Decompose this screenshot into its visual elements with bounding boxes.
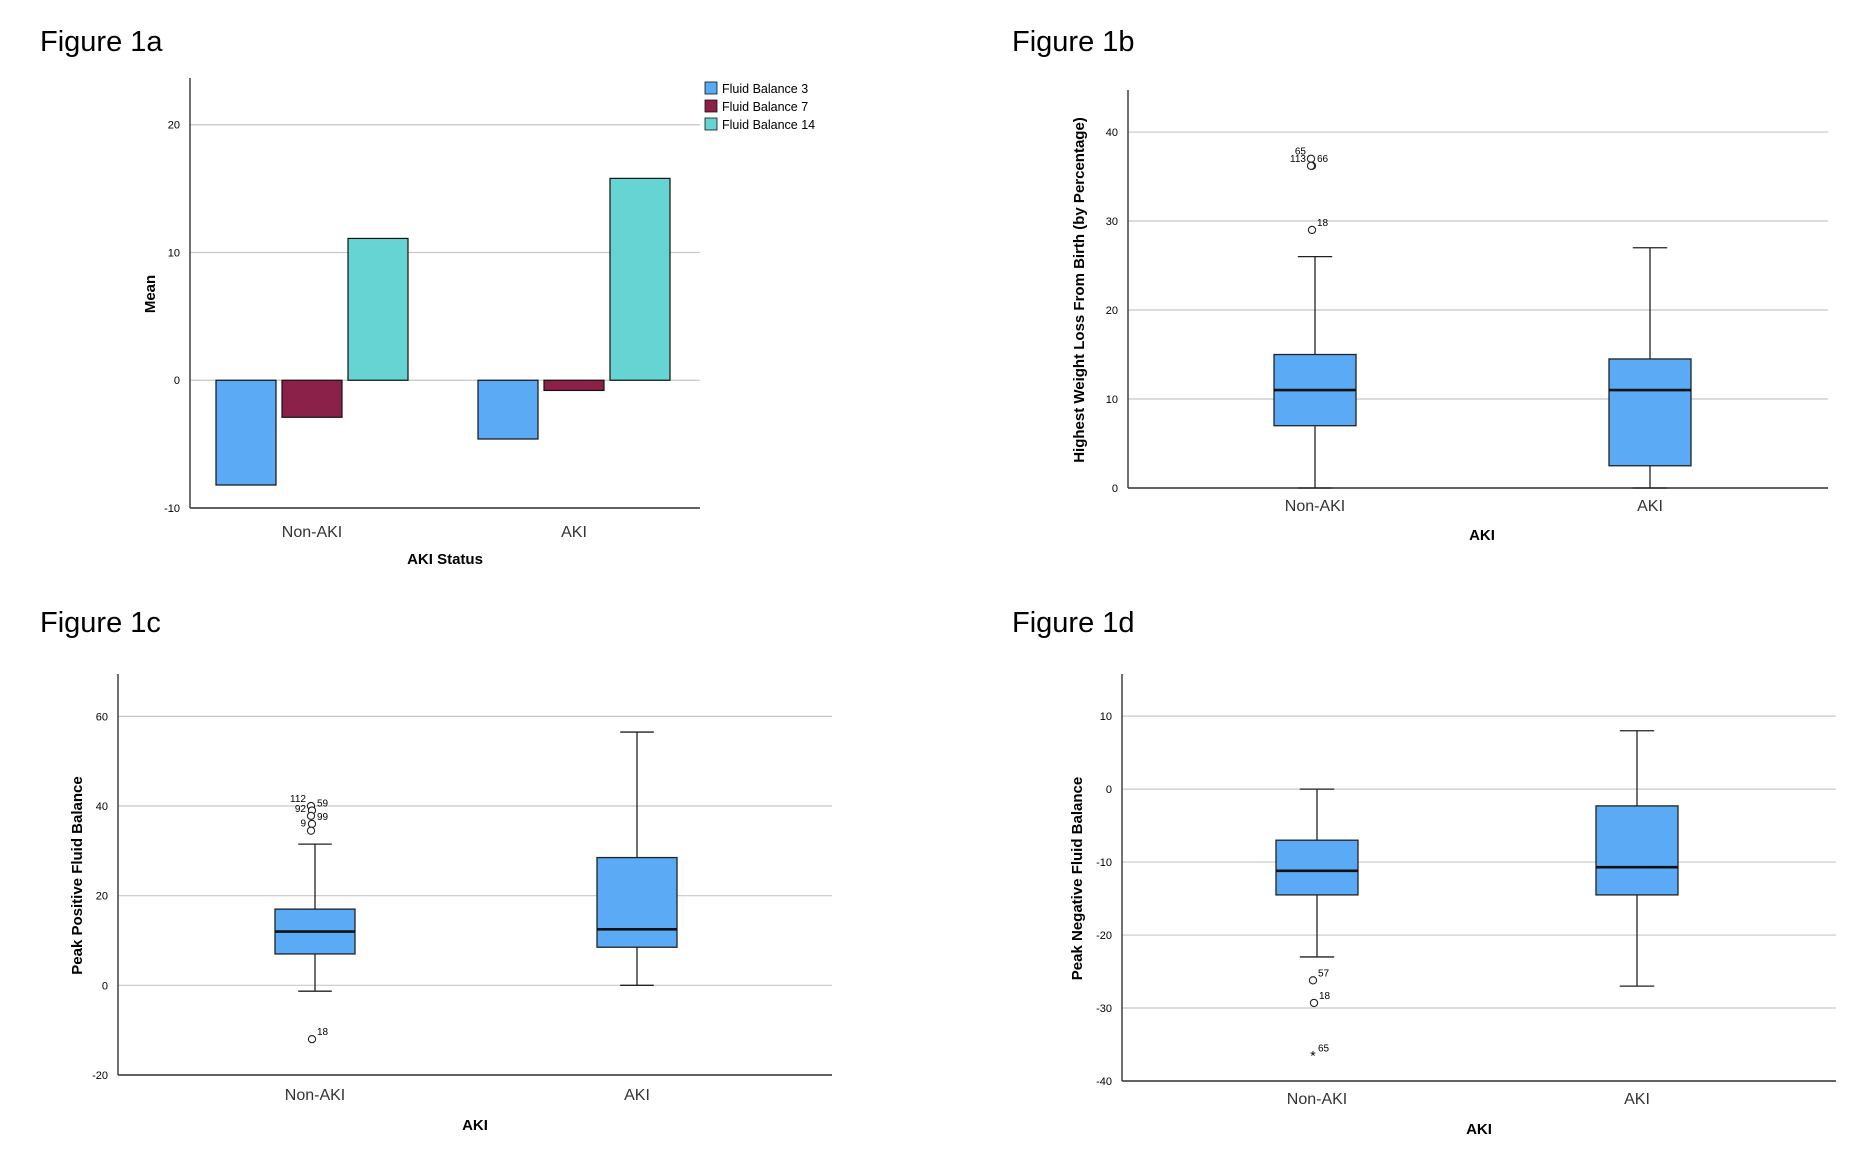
x-category-label: AKI (624, 1087, 650, 1104)
outlier-point (306, 826, 316, 835)
outlier-label: 18 (1319, 991, 1331, 1002)
y-tick-label: 0 (174, 375, 180, 387)
x-axis-title: AKI Status (407, 551, 483, 568)
y-tick-label: 0 (1112, 483, 1118, 495)
x-axis-title: AKI (462, 1117, 488, 1134)
outlier-label: 59 (317, 798, 329, 809)
outlier-label: 113 (1290, 154, 1306, 165)
outlier-label: 18 (1317, 218, 1329, 229)
x-category-label: AKI (1624, 1091, 1650, 1108)
outlier-point (1306, 161, 1316, 171)
chart-1d: -40 -30 -20 -10 0 10 Non-AKI AKI AKI Peak Negativ… (1069, 674, 1836, 1138)
y-tick-label: -30 (1096, 1003, 1112, 1015)
bar (347, 237, 409, 381)
figure-1a-title: Figure 1a (40, 26, 163, 58)
outlier-label: 92 (295, 804, 307, 815)
y-tick-label: 0 (1106, 784, 1112, 796)
outlier-point (1309, 998, 1319, 1008)
outlier-star: * (1310, 1047, 1316, 1063)
outlier-label: 112 (290, 794, 306, 805)
figure-1b-title: Figure 1b (1012, 26, 1135, 58)
y-tick-label: 10 (1106, 394, 1118, 406)
y-axis-title: Peak Negative Fluid Balance (1069, 777, 1086, 980)
box (1275, 839, 1359, 896)
y-tick-label: 60 (96, 711, 108, 723)
y-tick-label: -20 (1096, 930, 1112, 942)
y-tick-label: -10 (164, 503, 180, 515)
y-tick-label: -20 (92, 1070, 108, 1082)
box (1608, 358, 1692, 467)
outlier-point (307, 1034, 317, 1044)
outlier-point (307, 819, 317, 829)
chart-1b: 0 10 20 30 40 Non-AKI AKI AKI Highest Weight Los… (1071, 90, 1828, 544)
box (596, 856, 678, 948)
x-axis-title: AKI (1469, 527, 1495, 544)
x-category-label: Non-AKI (1287, 1091, 1347, 1108)
y-tick-label: 10 (1100, 711, 1112, 723)
box (1595, 805, 1679, 896)
y-tick-label: 20 (1106, 305, 1118, 317)
bar (281, 379, 343, 418)
y-axis-title: Highest Weight Loss From Birth (by Perce… (1071, 117, 1088, 463)
figure-1d-title: Figure 1d (1012, 607, 1135, 639)
x-category-label: AKI (1637, 498, 1663, 515)
outlier-point (1306, 154, 1316, 163)
y-axis-title: Peak Positive Fluid Balance (69, 776, 86, 974)
x-category-label: Non-AKI (285, 1087, 345, 1104)
y-tick-label: -40 (1096, 1076, 1112, 1088)
y-tick-label: 40 (1106, 127, 1118, 139)
figure-1c-title: Figure 1c (40, 607, 161, 639)
y-tick-label: -10 (1096, 857, 1112, 869)
x-axis-title: AKI (1466, 1121, 1492, 1138)
outlier-label: 65 (1318, 1043, 1330, 1054)
legend-swatch (704, 117, 718, 131)
y-tick-label: 10 (168, 247, 180, 259)
y-tick-label: 0 (102, 980, 108, 992)
outlier-point (1308, 976, 1318, 985)
outlier-label: 9 (300, 819, 306, 830)
x-category-label: AKI (561, 524, 587, 541)
outlier-label: 65 (1295, 147, 1307, 158)
bar (215, 379, 277, 486)
outlier-label: 99 (317, 812, 329, 823)
legend-label: Fluid Balance 3 (722, 82, 808, 96)
legend-swatch (704, 99, 718, 113)
chart-1c: -20 0 20 40 60 Non-AKI AKI AKI Peak Positive Flu… (69, 674, 832, 1134)
chart-1a: -10 0 10 20 Non-AKI AKI AKI Status Mean Fluid Ba… (142, 78, 815, 568)
bar (543, 379, 605, 392)
outlier-label: 66 (1317, 154, 1329, 165)
y-tick-label: 20 (96, 891, 108, 903)
outlier-label: 57 (1318, 968, 1330, 979)
y-tick-label: 40 (96, 801, 108, 813)
x-category-label: Non-AKI (1285, 498, 1345, 515)
legend-swatch (704, 81, 718, 95)
legend-label: Fluid Balance 7 (722, 100, 808, 114)
bar (609, 177, 671, 381)
outlier-label: 18 (317, 1027, 329, 1038)
x-category-label: Non-AKI (282, 524, 342, 541)
y-tick-label: 30 (1106, 216, 1118, 228)
y-tick-label: 20 (168, 120, 180, 132)
outlier-point (1307, 225, 1317, 235)
legend-label: Fluid Balance 14 (722, 118, 815, 132)
y-axis-title: Mean (142, 275, 159, 313)
outlier-point (306, 811, 316, 821)
bar (477, 379, 539, 440)
